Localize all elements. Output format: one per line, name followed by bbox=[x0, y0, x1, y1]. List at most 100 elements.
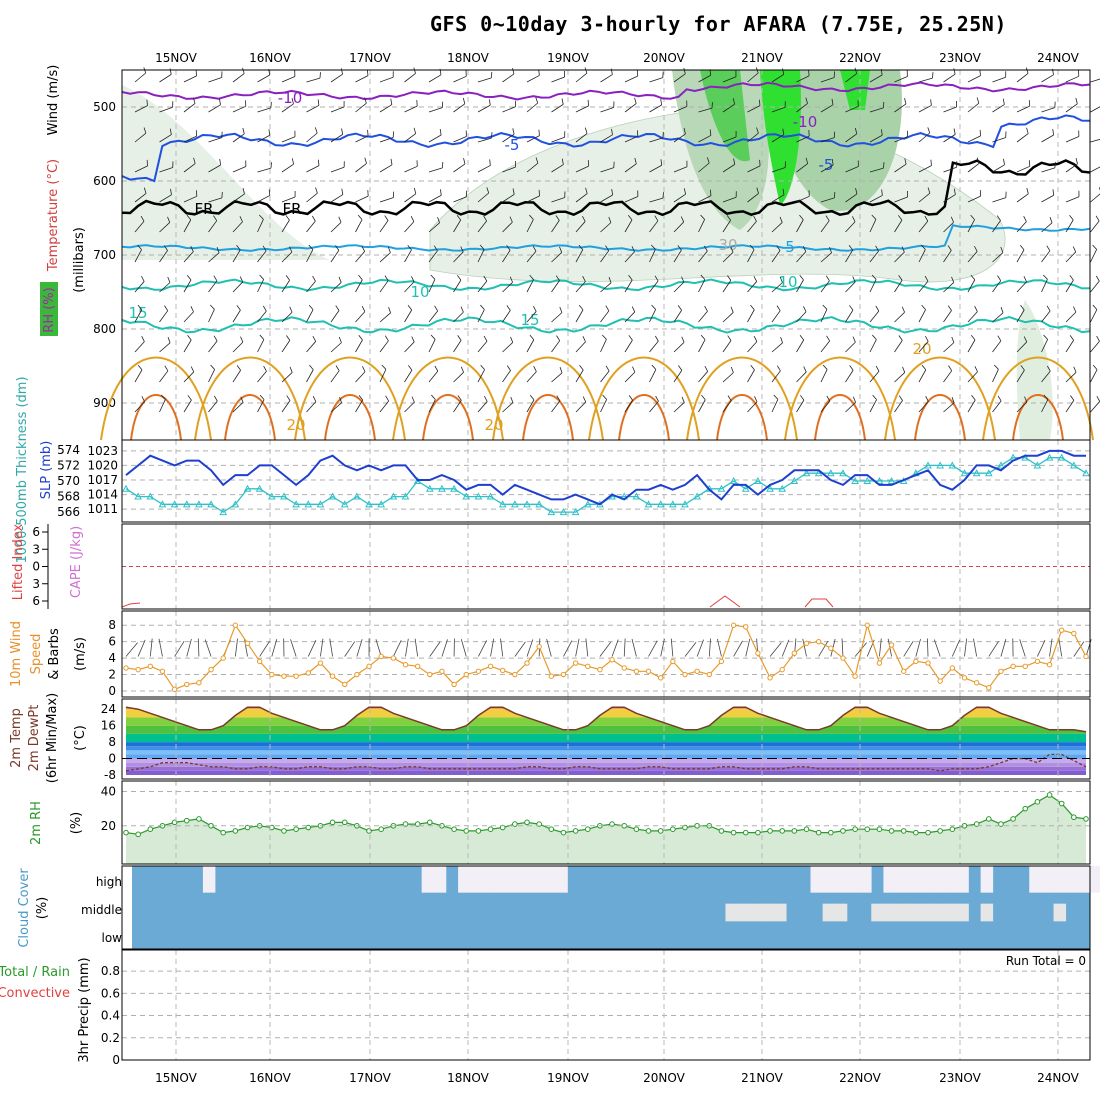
wind-barb-flag bbox=[219, 98, 221, 105]
wind-barb-flag bbox=[286, 395, 291, 401]
wind-barb bbox=[379, 340, 389, 353]
wind-barb bbox=[159, 310, 169, 323]
date-label-top: 19NOV bbox=[547, 51, 589, 65]
wind-barb bbox=[918, 165, 932, 173]
wind-barb-flag bbox=[611, 189, 614, 196]
wind-barb-flag bbox=[825, 275, 830, 282]
cloud-high-clear bbox=[506, 866, 520, 893]
wind-barb-flag bbox=[605, 305, 610, 312]
wind-barb bbox=[477, 192, 489, 203]
date-label-bottom: 24NOV bbox=[1037, 1071, 1079, 1085]
wind-barb bbox=[232, 341, 244, 353]
thickness-point bbox=[122, 484, 130, 492]
wind-barb-flag bbox=[561, 158, 564, 165]
isotherm-arc bbox=[130, 394, 182, 441]
wind-barb bbox=[281, 76, 296, 83]
wind-barb-flag bbox=[704, 305, 708, 312]
wind-speed-point bbox=[572, 660, 579, 666]
wind-barb bbox=[232, 249, 241, 263]
wind-speed-point bbox=[973, 680, 980, 686]
date-label-top: 20NOV bbox=[643, 51, 685, 65]
wind-speed-point bbox=[366, 663, 372, 670]
wind-barb bbox=[918, 105, 932, 113]
wind-barb bbox=[771, 106, 786, 113]
cloud-high-clear bbox=[907, 866, 921, 893]
wind10m-barb bbox=[290, 639, 297, 657]
wind-barb bbox=[967, 195, 981, 203]
wind-barb bbox=[967, 102, 980, 113]
wind-barb bbox=[355, 135, 369, 143]
wind-barb-flag bbox=[579, 365, 584, 371]
cloud-level-label: high bbox=[96, 875, 122, 889]
wind-barb-flag bbox=[756, 127, 759, 134]
thickness-point bbox=[207, 500, 215, 508]
slp-frame bbox=[121, 439, 1091, 523]
wind-barb-flag bbox=[506, 305, 511, 311]
wind-barb-flag bbox=[291, 98, 294, 105]
rh-point bbox=[852, 826, 858, 833]
wind-barb-flag bbox=[1024, 396, 1028, 403]
rh-point bbox=[451, 826, 457, 833]
wind-barb-flag bbox=[240, 336, 244, 343]
cloud-middle-clear bbox=[725, 903, 738, 922]
temp-line bbox=[125, 706, 1087, 733]
thickness-point bbox=[134, 492, 142, 500]
wind-barb-flag bbox=[361, 306, 366, 312]
wind-barb-flag bbox=[364, 157, 367, 164]
wind-barb bbox=[1041, 279, 1048, 293]
wind-barb bbox=[894, 251, 905, 263]
wind-barb bbox=[575, 165, 589, 173]
cloud-high-clear bbox=[895, 866, 909, 893]
wind-barb-flag bbox=[413, 127, 417, 134]
wind-barb-flag bbox=[927, 127, 931, 134]
wind-barb-flag bbox=[628, 335, 633, 341]
wind-barb-flag bbox=[434, 365, 439, 372]
wind-barb bbox=[1065, 400, 1075, 413]
wind-barb-flag bbox=[1026, 127, 1029, 134]
rh-tick: 40 bbox=[101, 785, 116, 799]
wind-barb bbox=[624, 196, 639, 203]
wind-barb-flag bbox=[289, 246, 293, 253]
cloud-high-clear bbox=[531, 866, 544, 893]
wind-barb-flag bbox=[410, 216, 415, 222]
wind-barb bbox=[232, 221, 243, 233]
wind10m-barb bbox=[259, 641, 270, 657]
wind-barb bbox=[208, 252, 220, 263]
wind-barb bbox=[600, 339, 607, 353]
wind-barb-flag bbox=[803, 306, 807, 312]
wind-speed-point bbox=[378, 653, 384, 660]
rh-point bbox=[1034, 799, 1041, 805]
wind-barb-flag bbox=[529, 214, 534, 220]
wind-barb bbox=[404, 105, 418, 113]
wind-barb-flag bbox=[291, 158, 294, 165]
wind-barb-flag bbox=[190, 246, 194, 252]
wind-barb bbox=[624, 219, 633, 233]
ylabel-wind10m-barbs: & Barbs bbox=[47, 628, 62, 680]
rh-point bbox=[621, 822, 628, 829]
wind-barb-flag bbox=[362, 366, 366, 372]
wind-barb bbox=[992, 104, 1005, 113]
wind-barb-flag bbox=[140, 215, 145, 222]
thickness-point bbox=[438, 484, 446, 492]
wind-barb bbox=[453, 400, 462, 413]
wind-barb bbox=[526, 339, 535, 353]
wind-barb bbox=[281, 340, 291, 353]
wind-barb bbox=[477, 137, 492, 143]
wind-barb bbox=[1041, 399, 1049, 413]
wind10m-barb bbox=[186, 638, 192, 657]
wind-barb-flag bbox=[1042, 274, 1048, 280]
wind-barb bbox=[134, 221, 145, 233]
wind-barb bbox=[771, 74, 784, 83]
thickness-point bbox=[535, 500, 544, 508]
wind-barb bbox=[379, 312, 391, 323]
wind-barb bbox=[306, 220, 316, 233]
ylabel-temperature: Temperature (°C) bbox=[46, 159, 61, 272]
cloud-high-clear bbox=[944, 866, 957, 893]
wind-barb bbox=[551, 372, 563, 383]
wind-speed-point bbox=[694, 668, 700, 674]
wind-barb bbox=[845, 221, 856, 233]
wind-barb bbox=[1090, 341, 1100, 353]
rh-point bbox=[767, 828, 773, 834]
thickness-point bbox=[219, 508, 228, 516]
wind-barb-flag bbox=[286, 335, 291, 341]
